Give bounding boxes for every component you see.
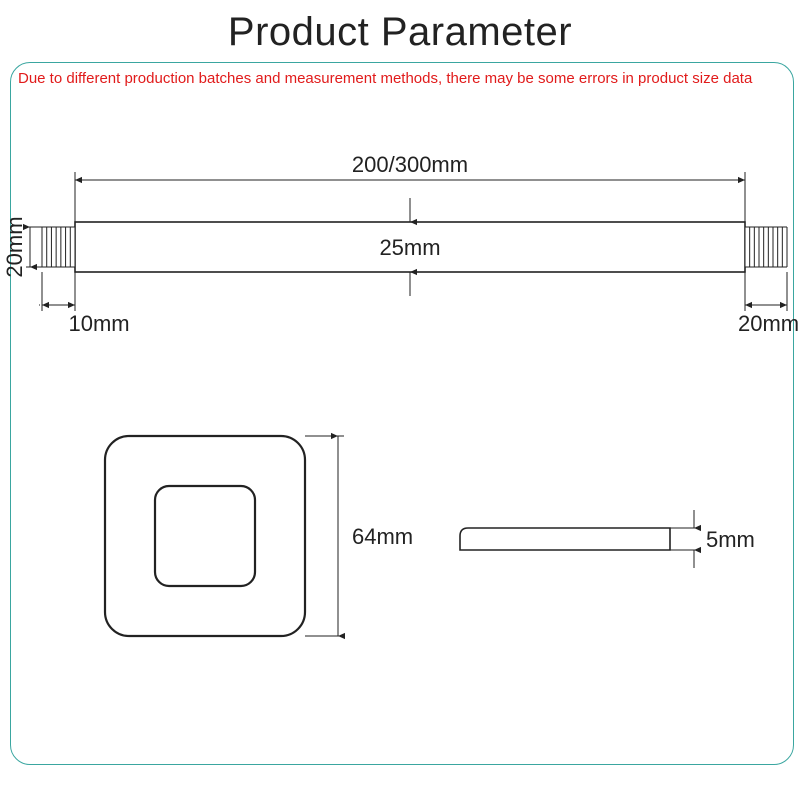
svg-text:200/300mm: 200/300mm [352, 152, 468, 177]
svg-text:25mm: 25mm [379, 235, 440, 260]
svg-text:64mm: 64mm [352, 524, 413, 549]
svg-text:5mm: 5mm [706, 527, 755, 552]
svg-text:20mm: 20mm [738, 311, 799, 336]
svg-text:20mm: 20mm [2, 216, 27, 277]
dimension-diagram: 200/300mm 25mm 10mm 20mm 20mm 64mm 5mm [0, 0, 800, 800]
svg-text:10mm: 10mm [69, 311, 130, 336]
